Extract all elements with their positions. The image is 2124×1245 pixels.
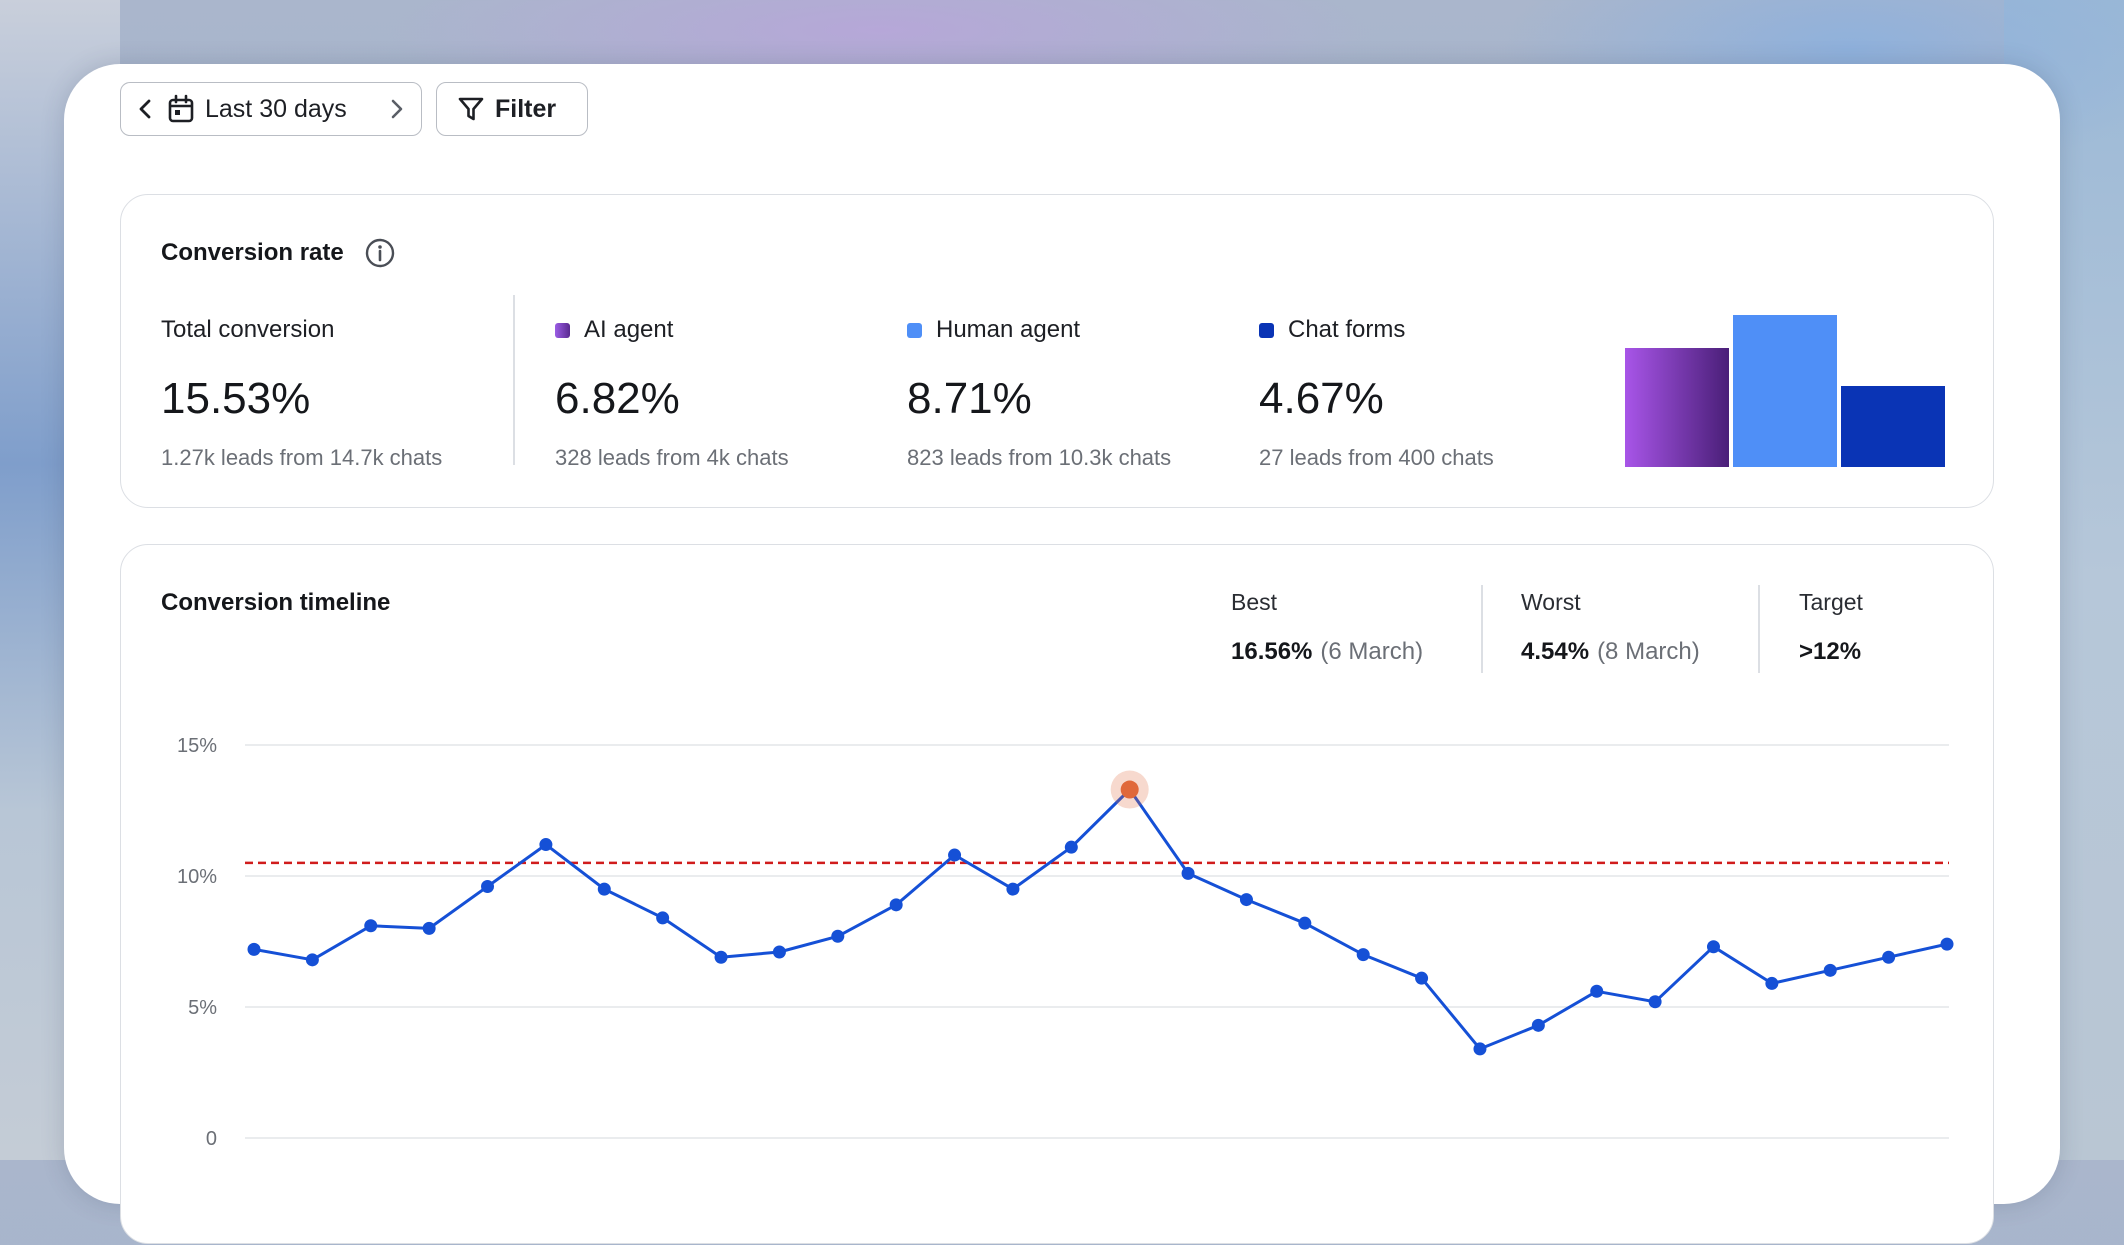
data-point[interactable] — [1356, 948, 1370, 962]
chevron-right-icon[interactable] — [385, 96, 407, 122]
filter-button[interactable]: Filter — [436, 82, 588, 136]
filter-label: Filter — [495, 94, 557, 123]
stat-target: Target >12% — [1799, 589, 1863, 666]
data-point[interactable] — [1181, 866, 1195, 880]
stat-date: (8 March) — [1597, 638, 1700, 665]
data-point[interactable] — [1706, 940, 1720, 954]
data-point[interactable] — [597, 882, 611, 896]
data-point[interactable] — [481, 879, 495, 893]
metric-subtext: 27 leads from 400 chats — [1259, 445, 1494, 470]
info-icon[interactable] — [364, 237, 396, 274]
data-point[interactable] — [364, 919, 378, 933]
legend-swatch — [555, 322, 570, 338]
mini-bar-ai-agent — [1625, 348, 1729, 467]
y-tick-label: 10% — [177, 866, 217, 888]
data-point[interactable] — [1882, 950, 1896, 964]
chevron-left-icon[interactable] — [135, 96, 157, 122]
divider — [1758, 585, 1760, 673]
stat-worst: Worst 4.54% (8 March) — [1521, 589, 1700, 666]
metric-subtext: 328 leads from 4k chats — [555, 445, 789, 470]
legend-swatch — [907, 322, 922, 338]
data-point[interactable] — [772, 945, 786, 959]
filter-icon — [457, 95, 485, 123]
conversion-rate-card: Conversion rate Total conversion 15.53% … — [120, 194, 1994, 508]
y-tick-label: 5% — [188, 997, 217, 1019]
divider — [1481, 585, 1483, 673]
data-point[interactable] — [1823, 963, 1837, 977]
data-point[interactable] — [656, 911, 670, 925]
legend-swatch — [1259, 322, 1274, 338]
data-point[interactable] — [1765, 976, 1779, 990]
dashboard-window: Last 30 days Filter Conversion rate Tota… — [64, 64, 2060, 1244]
metric-value: 15.53% — [161, 374, 311, 423]
data-point[interactable] — [305, 953, 319, 967]
card-title: Conversion timeline — [161, 589, 391, 616]
mini-bar-chat-forms — [1841, 386, 1945, 467]
data-point[interactable] — [1298, 916, 1312, 930]
data-point[interactable] — [1531, 1018, 1545, 1032]
highlight-point[interactable] — [1120, 780, 1139, 799]
metric-subtext: 823 leads from 10.3k chats — [907, 445, 1172, 470]
y-tick-label: 0 — [206, 1128, 217, 1150]
data-point[interactable] — [539, 838, 553, 852]
y-tick-label: 15% — [177, 735, 217, 757]
data-point[interactable] — [1648, 995, 1662, 1009]
metric-chat-forms: Chat forms 4.67% 27 leads from 400 chats — [1259, 315, 1494, 471]
metric-label: AI agent — [584, 316, 674, 343]
metric-label: Human agent — [936, 316, 1081, 343]
data-point[interactable] — [1590, 984, 1604, 998]
stat-label: Target — [1799, 589, 1863, 615]
metric-total-conversion: Total conversion 15.53% 1.27k leads from… — [161, 315, 442, 471]
date-range-label: Last 30 days — [205, 94, 347, 123]
card-title: Conversion rate — [161, 239, 344, 266]
stat-value: >12% — [1799, 638, 1862, 665]
data-point[interactable] — [1239, 893, 1253, 907]
stat-label: Worst — [1521, 589, 1581, 615]
metric-label: Chat forms — [1288, 316, 1406, 343]
data-point[interactable] — [889, 898, 903, 912]
stat-date: (6 March) — [1320, 638, 1424, 665]
metric-value: 4.67% — [1259, 374, 1384, 423]
conversion-timeline-card: Conversion timeline Best 16.56% (6 March)… — [120, 544, 1994, 1244]
data-point[interactable] — [714, 950, 728, 964]
metric-value: 6.82% — [555, 374, 680, 423]
data-point[interactable] — [1415, 971, 1429, 985]
stat-value: 16.56% — [1231, 638, 1313, 665]
divider — [513, 295, 515, 465]
data-point[interactable] — [1473, 1042, 1487, 1056]
stat-label: Best — [1231, 589, 1278, 615]
metric-value: 8.71% — [907, 374, 1032, 423]
date-range-selector[interactable]: Last 30 days — [120, 82, 422, 136]
stat-best: Best 16.56% (6 March) — [1231, 589, 1423, 666]
data-point[interactable] — [831, 929, 845, 943]
calendar-icon — [167, 94, 195, 124]
data-point[interactable] — [247, 942, 261, 956]
metric-human-agent: Human agent 8.71% 823 leads from 10.3k c… — [907, 315, 1171, 471]
data-point[interactable] — [1006, 882, 1020, 896]
data-point[interactable] — [1940, 937, 1954, 951]
data-point[interactable] — [1064, 840, 1078, 854]
stat-value: 4.54% — [1521, 638, 1590, 665]
data-point[interactable] — [422, 921, 436, 935]
data-point[interactable] — [948, 848, 962, 862]
metric-label: Total conversion — [161, 316, 335, 343]
timeline-line-chart: 15% 10% 5% 0 — [177, 735, 1954, 1150]
mini-bar-human-agent — [1733, 315, 1837, 467]
metric-ai-agent: AI agent 6.82% 328 leads from 4k chats — [555, 315, 789, 471]
metric-subtext: 1.27k leads from 14.7k chats — [161, 445, 443, 470]
series-line — [253, 788, 1948, 1051]
